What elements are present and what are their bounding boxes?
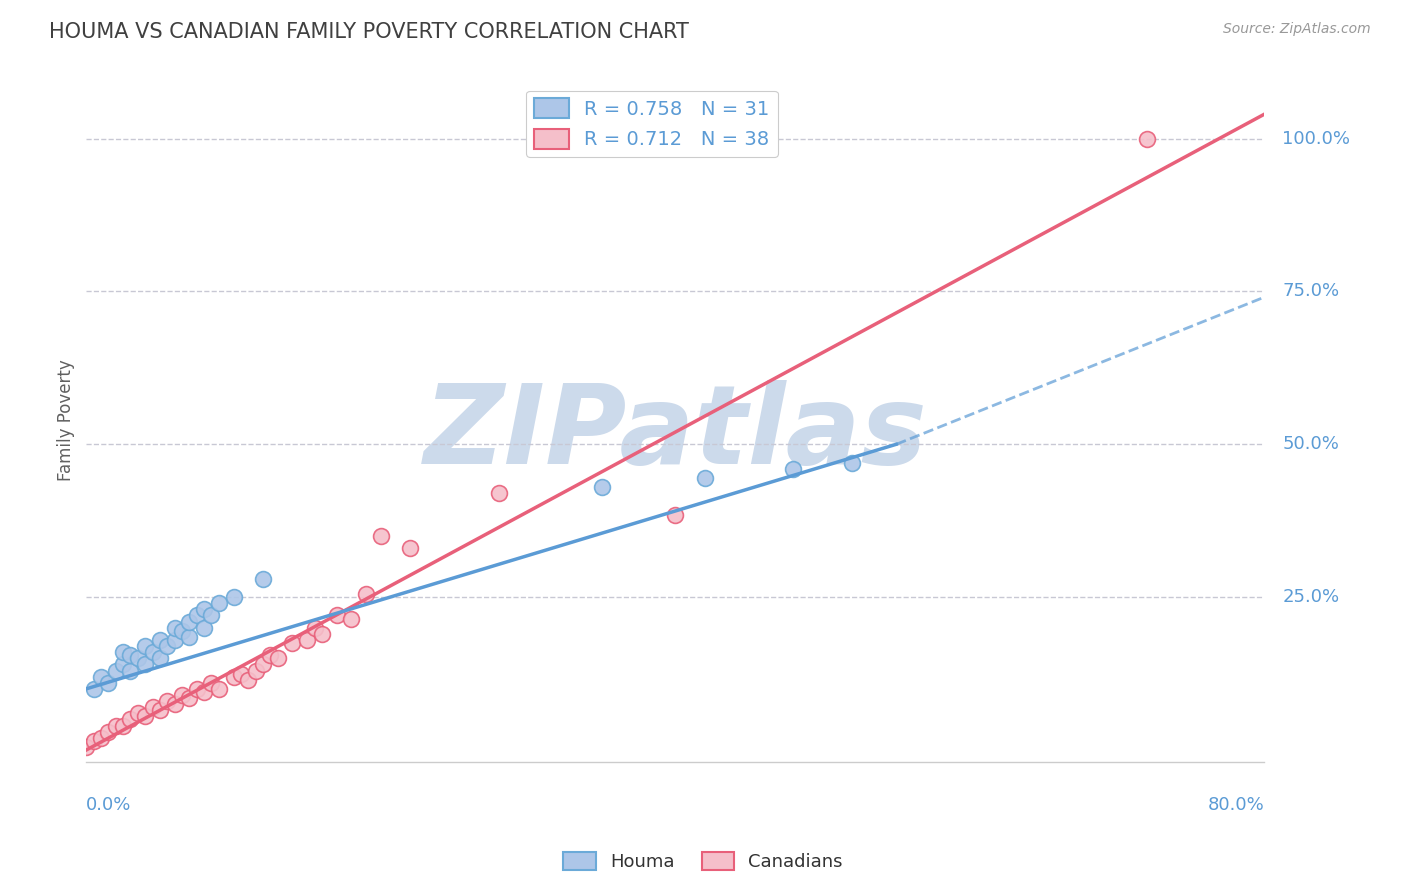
Point [782,461,804,475]
Point [841,456,863,470]
Point [134,639,156,653]
Point [97,724,120,739]
Point [311,627,333,641]
Point [325,608,347,623]
Text: 100.0%: 100.0% [1282,129,1350,147]
Text: 75.0%: 75.0% [1282,283,1340,301]
Point [179,691,201,706]
Point [83,681,105,696]
Point [399,541,422,556]
Point [193,685,215,699]
Point [591,480,613,494]
Point [134,657,156,672]
Point [163,632,186,647]
Point [693,471,716,485]
Point [193,621,215,635]
Point [222,590,245,604]
Point [163,621,186,635]
Y-axis label: Family Poverty: Family Poverty [58,359,75,481]
Point [83,734,105,748]
Point [208,681,231,696]
Point [163,697,186,711]
Point [340,611,363,625]
Text: HOUMA VS CANADIAN FAMILY POVERTY CORRELATION CHART: HOUMA VS CANADIAN FAMILY POVERTY CORRELA… [49,22,689,42]
Point [370,529,392,543]
Point [664,508,686,522]
Point [104,664,127,678]
Point [179,615,201,629]
Point [304,621,326,635]
Text: Source: ZipAtlas.com: Source: ZipAtlas.com [1223,22,1371,37]
Point [179,630,201,644]
Text: 80.0%: 80.0% [1208,797,1264,814]
Point [200,675,222,690]
Point [149,632,172,647]
Point [259,648,281,663]
Point [229,666,252,681]
Point [75,739,97,754]
Point [170,624,193,638]
Point [127,706,149,721]
Point [120,664,142,678]
Point [1136,131,1159,145]
Point [267,651,290,665]
Point [120,648,142,663]
Point [97,675,120,690]
Point [186,608,208,623]
Text: 0.0%: 0.0% [86,797,132,814]
Point [245,664,267,678]
Legend: R = 0.758   N = 31, R = 0.712   N = 38: R = 0.758 N = 31, R = 0.712 N = 38 [526,91,778,157]
Point [488,486,510,500]
Point [127,651,149,665]
Point [252,657,274,672]
Point [142,700,165,714]
Point [104,718,127,732]
Text: ZIPatlas: ZIPatlas [423,380,928,487]
Point [208,596,231,610]
Point [193,602,215,616]
Point [170,688,193,702]
Point [90,731,112,745]
Point [222,670,245,684]
Point [149,703,172,717]
Point [200,608,222,623]
Point [156,639,179,653]
Text: 25.0%: 25.0% [1282,588,1340,607]
Point [142,645,165,659]
Point [281,636,304,650]
Point [112,718,135,732]
Point [295,632,318,647]
Point [149,651,172,665]
Point [156,694,179,708]
Point [186,681,208,696]
Legend: Houma, Canadians: Houma, Canadians [555,845,851,879]
Text: 50.0%: 50.0% [1282,435,1339,453]
Point [252,572,274,586]
Point [112,645,135,659]
Point [112,657,135,672]
Point [238,673,260,687]
Point [120,713,142,727]
Point [90,670,112,684]
Point [354,587,377,601]
Point [134,709,156,723]
